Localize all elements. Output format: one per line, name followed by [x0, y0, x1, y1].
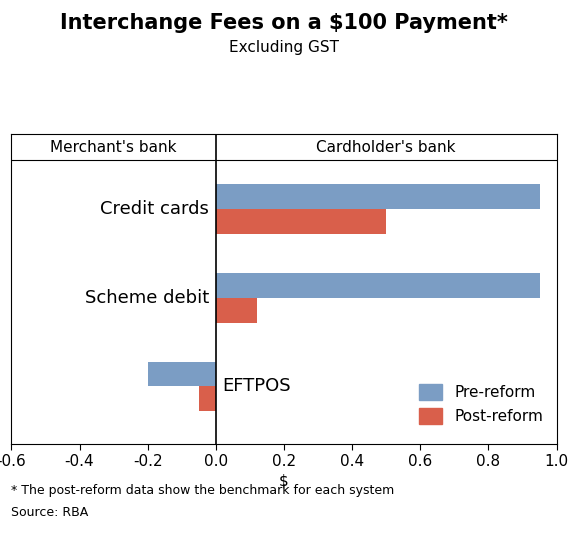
Text: Merchant's bank: Merchant's bank: [51, 140, 177, 155]
Text: * The post-reform data show the benchmark for each system: * The post-reform data show the benchmar…: [11, 484, 395, 497]
Legend: Pre-reform, Post-reform: Pre-reform, Post-reform: [413, 378, 549, 430]
Text: Cardholder's bank: Cardholder's bank: [316, 140, 456, 155]
X-axis label: $: $: [279, 473, 289, 488]
Text: EFTPOS: EFTPOS: [223, 377, 291, 395]
Text: Excluding GST: Excluding GST: [229, 40, 339, 55]
Text: Credit cards: Credit cards: [100, 200, 209, 218]
Bar: [199, 386, 216, 411]
Bar: [148, 362, 216, 386]
Text: Source: RBA: Source: RBA: [11, 506, 89, 518]
Bar: [216, 209, 386, 234]
Bar: [216, 298, 257, 323]
Bar: [216, 273, 540, 298]
Bar: [216, 184, 540, 209]
Text: Scheme debit: Scheme debit: [85, 289, 209, 307]
Text: Interchange Fees on a $100 Payment*: Interchange Fees on a $100 Payment*: [60, 13, 508, 33]
